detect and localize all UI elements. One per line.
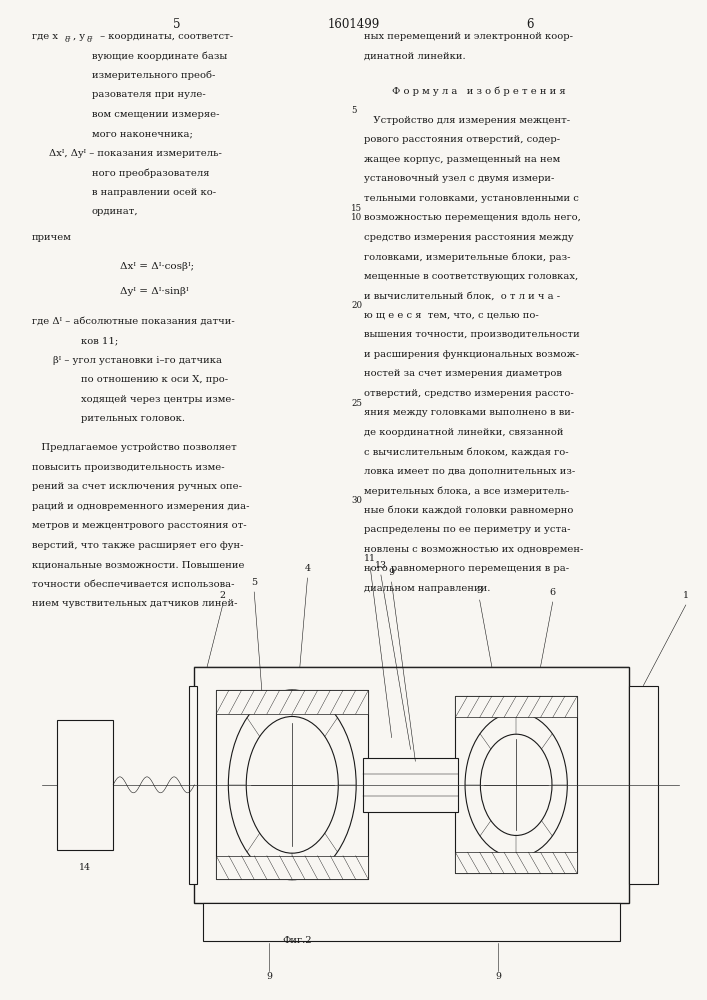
Text: 6: 6	[549, 588, 556, 597]
Text: измерительного преоб-: измерительного преоб-	[92, 71, 216, 81]
Text: ные блоки каждой головки равномерно: ные блоки каждой головки равномерно	[364, 506, 573, 515]
Text: повысить производительность изме-: повысить производительность изме-	[32, 463, 224, 472]
Text: 20: 20	[351, 301, 363, 310]
Text: 5: 5	[173, 18, 180, 31]
Text: разователя при нуле-: разователя при нуле-	[92, 90, 206, 99]
Text: ных перемещений и электронной коор-: ных перемещений и электронной коор-	[364, 32, 573, 41]
Bar	[455, 696, 577, 717]
Bar	[194, 667, 629, 903]
Bar	[216, 690, 368, 879]
Text: распределены по ее периметру и уста-: распределены по ее периметру и уста-	[364, 525, 571, 534]
Text: средство измерения расстояния между: средство измерения расстояния между	[364, 233, 573, 242]
Text: βᴵ – угол установки i–го датчика: βᴵ – угол установки i–го датчика	[53, 356, 222, 365]
Text: 14: 14	[79, 863, 90, 872]
Text: новлены с возможностью их одновремен-: новлены с возможностью их одновремен-	[364, 545, 583, 554]
Text: мого наконечника;: мого наконечника;	[92, 129, 193, 138]
Text: , y: , y	[73, 32, 85, 41]
Text: ного преобразователя: ного преобразователя	[92, 168, 209, 178]
Text: головками, измерительные блоки, раз-: головками, измерительные блоки, раз-	[364, 252, 571, 262]
Text: ков 11;: ков 11;	[81, 336, 119, 345]
Text: кциональные возможности. Повышение: кциональные возможности. Повышение	[32, 560, 245, 569]
Text: δᴵ: δᴵ	[64, 36, 71, 44]
Text: установочный узел с двумя измери-: установочный узел с двумя измери-	[364, 174, 554, 183]
Text: динатной линейки.: динатной линейки.	[364, 51, 466, 60]
Text: в направлении осей ко-: в направлении осей ко-	[92, 188, 216, 197]
Text: рового расстояния отверстий, содер-: рового расстояния отверстий, содер-	[364, 135, 560, 144]
Text: где Δᴵ – абсолютные показания датчи-: где Δᴵ – абсолютные показания датчи-	[32, 317, 235, 326]
Bar	[57, 720, 113, 850]
Text: де координатной линейки, связанной: де координатной линейки, связанной	[364, 428, 563, 437]
Text: раций и одновременного измерения диа-: раций и одновременного измерения диа-	[32, 502, 250, 511]
Text: Δxᴵ = Δᴵ·cosβᴵ;: Δxᴵ = Δᴵ·cosβᴵ;	[120, 262, 194, 271]
Text: Фиг.2: Фиг.2	[282, 936, 312, 945]
Text: 1601499: 1601499	[327, 18, 380, 31]
Text: 15: 15	[351, 204, 363, 213]
Text: метров и межцентрового расстояния от-: метров и межцентрового расстояния от-	[32, 521, 247, 530]
Text: и вычислительный блок,  о т л и ч а -: и вычислительный блок, о т л и ч а -	[364, 291, 560, 300]
Bar	[363, 758, 458, 812]
Text: рительных головок.: рительных головок.	[81, 414, 185, 423]
Text: с вычислительным блоком, каждая го-: с вычислительным блоком, каждая го-	[364, 447, 568, 456]
Text: 3: 3	[477, 586, 483, 595]
Text: 30: 30	[351, 496, 363, 505]
Bar	[189, 686, 197, 884]
Text: верстий, что также расширяет его фун-: верстий, что также расширяет его фун-	[32, 541, 243, 550]
Text: вом смещении измеряе-: вом смещении измеряе-	[92, 110, 219, 119]
Bar	[455, 696, 577, 873]
Text: 11: 11	[364, 554, 376, 563]
Text: вующие координате базы: вующие координате базы	[92, 51, 227, 61]
Text: ного равномерного перемещения в ра-: ного равномерного перемещения в ра-	[364, 564, 569, 573]
Text: 9: 9	[388, 568, 395, 577]
Text: Δxᴵ, Δyᴵ – показания измеритель-: Δxᴵ, Δyᴵ – показания измеритель-	[49, 149, 223, 158]
Text: Δyᴵ = Δᴵ·sinβᴵ: Δyᴵ = Δᴵ·sinβᴵ	[120, 287, 189, 296]
Bar	[216, 690, 368, 714]
Text: ностей за счет измерения диаметров: ностей за счет измерения диаметров	[364, 369, 562, 378]
Text: 13: 13	[375, 561, 387, 570]
Text: нием чувствительных датчиков линей-: нием чувствительных датчиков линей-	[32, 599, 238, 608]
Text: мерительных блока, а все измеритель-: мерительных блока, а все измеритель-	[364, 486, 569, 496]
Text: ординат,: ординат,	[92, 207, 139, 216]
Text: тельными головками, установленными с: тельными головками, установленными с	[364, 194, 579, 203]
Bar	[216, 856, 368, 879]
Text: 2: 2	[220, 591, 226, 600]
Text: где x: где x	[32, 32, 58, 41]
Bar	[629, 686, 658, 884]
Text: рений за счет исключения ручных опе-: рений за счет исключения ручных опе-	[32, 482, 242, 491]
Text: по отношению к оси X, про-: по отношению к оси X, про-	[81, 375, 228, 384]
Text: ходящей через центры изме-: ходящей через центры изме-	[81, 395, 235, 404]
Text: мещенные в соответствующих головках,: мещенные в соответствующих головках,	[364, 272, 578, 281]
Text: Предлагаемое устройство позволяет: Предлагаемое устройство позволяет	[32, 443, 237, 452]
Text: вышения точности, производительности: вышения точности, производительности	[364, 330, 580, 339]
Text: Ф о р м у л а   и з о б р е т е н и я: Ф о р м у л а и з о б р е т е н и я	[392, 87, 566, 96]
Text: яния между головками выполнено в ви-: яния между головками выполнено в ви-	[364, 408, 574, 417]
Text: ловка имеет по два дополнительных из-: ловка имеет по два дополнительных из-	[364, 467, 575, 476]
Text: причем: причем	[32, 233, 71, 242]
Text: 5: 5	[251, 578, 257, 587]
Text: δᴵ: δᴵ	[87, 36, 94, 44]
Text: отверстий, средство измерения рассто-: отверстий, средство измерения рассто-	[364, 389, 574, 398]
Text: 25: 25	[351, 399, 363, 408]
Text: – координаты, соответст-: – координаты, соответст-	[97, 32, 233, 41]
Text: ю щ е е с я  тем, что, с целью по-: ю щ е е с я тем, что, с целью по-	[364, 311, 539, 320]
Bar	[455, 852, 577, 873]
Text: жащее корпус, размещенный на нем: жащее корпус, размещенный на нем	[364, 155, 561, 164]
Text: 9: 9	[267, 972, 272, 981]
Text: и расширения функциональных возмож-: и расширения функциональных возмож-	[364, 350, 579, 359]
Text: 5: 5	[351, 106, 357, 115]
Text: 10: 10	[351, 213, 363, 222]
Text: 4: 4	[305, 564, 310, 573]
Text: 1: 1	[683, 591, 689, 600]
Text: точности обеспечивается использова-: точности обеспечивается использова-	[32, 580, 234, 589]
Text: возможностью перемещения вдоль него,: возможностью перемещения вдоль него,	[364, 213, 581, 222]
Text: Устройство для измерения межцент-: Устройство для измерения межцент-	[364, 116, 571, 125]
Text: 6: 6	[527, 18, 534, 31]
Text: диальном направлении.: диальном направлении.	[364, 584, 491, 593]
Bar	[203, 903, 620, 941]
Text: 9: 9	[495, 972, 501, 981]
